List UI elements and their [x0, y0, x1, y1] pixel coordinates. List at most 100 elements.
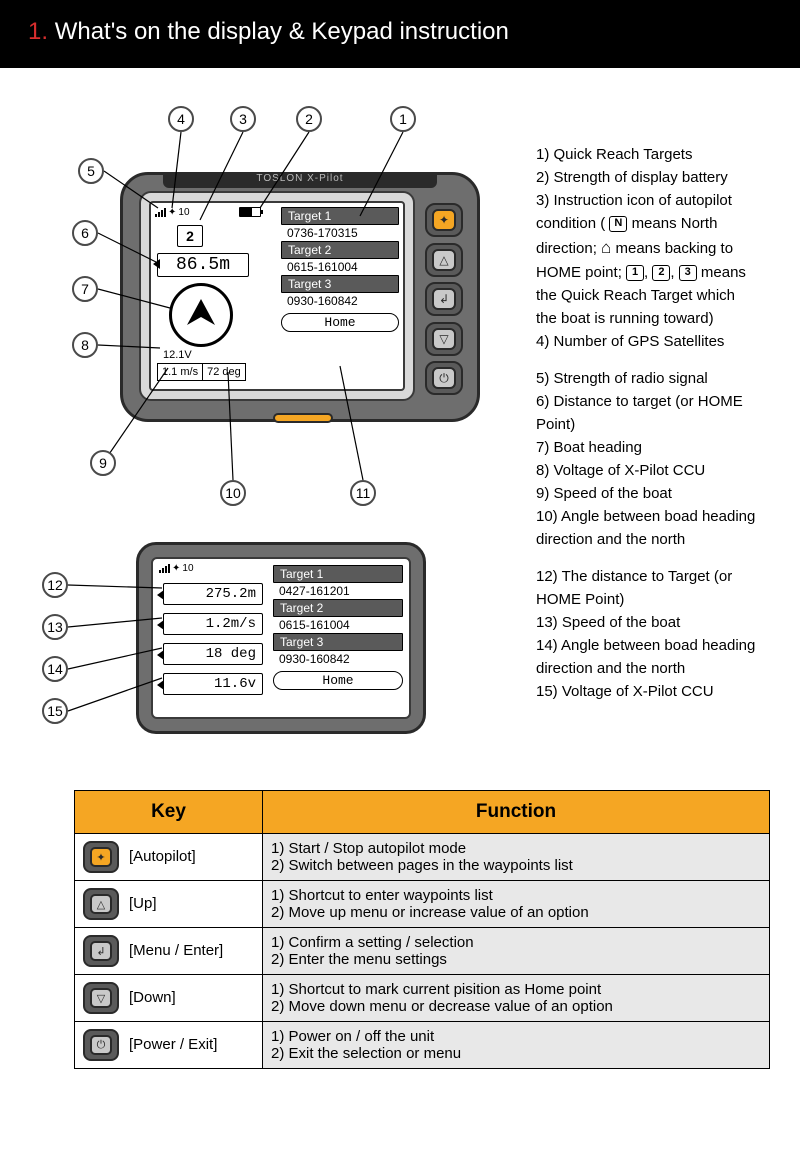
key-cell: ▽[Down]: [75, 975, 263, 1022]
callout-5: 5: [78, 158, 104, 184]
function-line: 1) Confirm a setting / selection: [271, 934, 761, 951]
t2-target-2-label: Target 2: [273, 599, 403, 617]
distance-value: 86.5m: [157, 253, 249, 277]
t2-target-1-label: Target 1: [273, 565, 403, 583]
t2-target-3-value: 0930-160842: [273, 651, 403, 667]
two-icon: 2: [652, 265, 670, 281]
device-display-small: ✦ 10 275.2m 1.2m/s 18 deg 11.6v Target 1…: [136, 542, 426, 734]
diagram-column: 1 2 3 4 5 6 7 8 9 10 11 12 13 14 15: [0, 68, 510, 768]
three-icon: 3: [679, 265, 697, 281]
callout-15: 15: [42, 698, 68, 724]
function-line: 2) Enter the menu settings: [271, 951, 761, 968]
th-function: Function: [263, 791, 770, 834]
legend-3a: 3) Instruction icon of autopilot: [536, 190, 800, 211]
target-3-value: 0930-160842: [281, 293, 399, 309]
device-bezel: ✦ 10 2 86.5m 12.1V 1.1 m/s 72 deg: [139, 191, 415, 401]
legend-10b: direction and the north: [536, 529, 800, 550]
legend-10: 10) Angle between boad heading: [536, 506, 800, 527]
speed-2: 1.2m/s: [163, 613, 263, 635]
table-row: ↲ [Menu / Enter] 1) Confirm a setting / se…: [75, 928, 770, 975]
legend-column: 1) Quick Reach Targets 2) Strength of di…: [536, 68, 800, 704]
legend-3h: the Quick Reach Target which: [536, 285, 800, 306]
function-line: 2) Exit the selection or menu: [271, 1045, 761, 1062]
callout-8: 8: [72, 332, 98, 358]
sat-count: 10: [178, 207, 189, 218]
table-row: ⏻ [Power / Exit] 1) Power on / off the uni…: [75, 1022, 770, 1069]
key-label: [Up]: [129, 895, 157, 912]
legend-3d: direction; ⌂ means backing to: [536, 236, 800, 260]
callout-10: 10: [220, 480, 246, 506]
th-key: Key: [75, 791, 263, 834]
title-text: What's on the display & Keypad instructi…: [55, 18, 509, 45]
sat-count-2: 10: [182, 563, 193, 574]
device2-screen: ✦ 10 275.2m 1.2m/s 18 deg 11.6v Target 1…: [151, 557, 411, 719]
legend-1: 1) Quick Reach Targets: [536, 144, 800, 165]
legend-12b: HOME Point): [536, 589, 800, 610]
target-1-value: 0736-170315: [281, 225, 399, 241]
key-label: [Power / Exit]: [129, 1036, 217, 1053]
angle-value: 72 deg: [202, 363, 246, 381]
legend-9: 9) Speed of the boat: [536, 483, 800, 504]
legend-13: 13) Speed of the boat: [536, 612, 800, 633]
device-screen: ✦ 10 2 86.5m 12.1V 1.1 m/s 72 deg: [149, 201, 405, 391]
power-button[interactable]: ⏻: [425, 361, 463, 395]
power-exit-icon: ⏻: [83, 1029, 119, 1061]
distance-2: 275.2m: [163, 583, 263, 605]
device-brand: TOSLON X-Pilot: [163, 172, 437, 188]
legend-5: 5) Strength of radio signal: [536, 368, 800, 389]
up-button[interactable]: △: [425, 243, 463, 277]
callout-12: 12: [42, 572, 68, 598]
voltage-2: 11.6v: [163, 673, 263, 695]
home-button-2[interactable]: Home: [273, 671, 403, 690]
key-cell: ↲ [Menu / Enter]: [75, 928, 263, 975]
signal-icon-2: [159, 564, 170, 573]
function-cell: 1) Shortcut to mark current pisition as …: [263, 975, 770, 1022]
function-cell: 1) Confirm a setting / selection2) Enter…: [263, 928, 770, 975]
function-cell: 1) Power on / off the unit2) Exit the se…: [263, 1022, 770, 1069]
menu-enter-icon: ↲: [83, 935, 119, 967]
target-1-label: Target 1: [281, 207, 399, 225]
down-button[interactable]: ▽: [425, 322, 463, 356]
side-buttons: ✦ △ ↲ ▽ ⏻: [425, 203, 467, 395]
legend-4: 4) Number of GPS Satellites: [536, 331, 800, 352]
target-2-label: Target 2: [281, 241, 399, 259]
status-bar-2: ✦ 10: [159, 563, 194, 574]
table-row: ▽[Down] 1) Shortcut to mark current pisit…: [75, 975, 770, 1022]
angle-2: 18 deg: [163, 643, 263, 665]
target-2-value: 0615-161004: [281, 259, 399, 275]
autopilot-button[interactable]: ✦: [425, 203, 463, 237]
sat-icon: ✦: [168, 207, 176, 218]
home-button[interactable]: Home: [281, 313, 399, 332]
target-3-label: Target 3: [281, 275, 399, 293]
function-line: 1) Power on / off the unit: [271, 1028, 761, 1045]
key-cell: ✦[Autopilot]: [75, 834, 263, 881]
key-label: [Autopilot]: [129, 848, 196, 865]
callout-9: 9: [90, 450, 116, 476]
bottom-orange-strip: [273, 413, 333, 423]
t2-target-3-label: Target 3: [273, 633, 403, 651]
device-display-large: TOSLON X-Pilot ✦ 10 2 86.5m: [120, 172, 480, 422]
signal-icon: [155, 208, 166, 217]
callout-6: 6: [72, 220, 98, 246]
key-function-table: Key Function ✦[Autopilot]1) Start / Stop…: [74, 790, 770, 1069]
callout-2: 2: [296, 106, 322, 132]
mode-indicator: 2: [177, 225, 203, 247]
key-label: [Menu / Enter]: [129, 942, 223, 959]
legend-6b: Point): [536, 414, 800, 435]
table-row: ✦[Autopilot]1) Start / Stop autopilot mo…: [75, 834, 770, 881]
key-cell: △ [Up]: [75, 881, 263, 928]
targets-panel-2: Target 1 0427-161201 Target 2 0615-16100…: [273, 565, 403, 690]
key-function-table-wrap: Key Function ✦[Autopilot]1) Start / Stop…: [74, 790, 770, 1069]
up-icon: △: [83, 888, 119, 920]
n-icon: N: [609, 216, 627, 232]
legend-14: 14) Angle between boad heading: [536, 635, 800, 656]
battery-icon: [239, 207, 261, 217]
callout-4: 4: [168, 106, 194, 132]
function-line: 1) Shortcut to mark current pisition as …: [271, 981, 761, 998]
left-readouts: 275.2m 1.2m/s 18 deg 11.6v: [163, 583, 263, 703]
enter-button[interactable]: ↲: [425, 282, 463, 316]
legend-6: 6) Distance to target (or HOME: [536, 391, 800, 412]
callout-14: 14: [42, 656, 68, 682]
compass-icon: [169, 283, 233, 347]
targets-panel: Target 1 0736-170315 Target 2 0615-16100…: [281, 207, 399, 332]
